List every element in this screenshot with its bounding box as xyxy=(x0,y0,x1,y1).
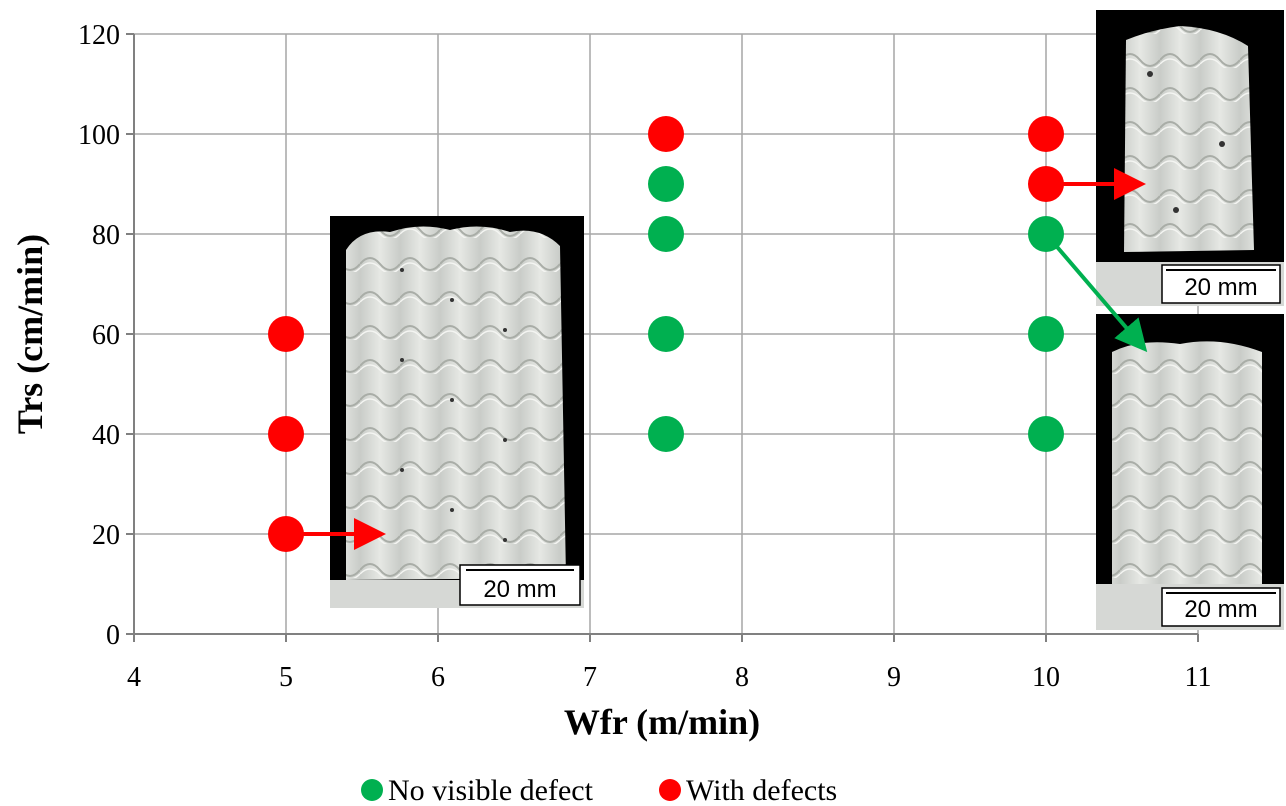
legend-label-with-defects: With defects xyxy=(686,774,837,806)
axes xyxy=(126,33,1199,642)
point-with-defects xyxy=(268,516,304,552)
arrow-to-sample-photo-bottom-right xyxy=(1044,232,1148,353)
sample-photo-bottom-right: 20 mm xyxy=(1096,314,1284,630)
y-tick-label: 60 xyxy=(92,320,120,351)
point-no-defect xyxy=(648,416,684,452)
y-tick-label: 20 xyxy=(92,520,120,551)
point-no-defect xyxy=(1028,316,1064,352)
x-tick-label: 8 xyxy=(735,662,749,693)
point-with-defects xyxy=(1028,166,1064,202)
point-with-defects xyxy=(1028,116,1064,152)
x-tick-label: 9 xyxy=(887,662,901,693)
y-tick-label: 100 xyxy=(78,120,120,151)
x-tick-label: 10 xyxy=(1032,662,1060,693)
y-tick-label: 80 xyxy=(92,220,120,251)
point-no-defect xyxy=(1028,416,1064,452)
point-no-defect xyxy=(648,166,684,202)
y-tick-label: 40 xyxy=(92,420,120,451)
scale-bar-label-left: 20 mm xyxy=(483,576,556,603)
point-no-defect xyxy=(1028,216,1064,252)
sample-photo-top-right: 20 mm xyxy=(1096,10,1284,306)
point-with-defects xyxy=(648,116,684,152)
x-tick-label: 11 xyxy=(1185,662,1212,693)
y-tick-label: 0 xyxy=(106,620,120,651)
point-with-defects xyxy=(268,316,304,352)
scale-bar-label-bottom-right: 20 mm xyxy=(1184,596,1257,623)
x-tick-label: 6 xyxy=(431,662,445,693)
sample-photo-left: 20 mm xyxy=(330,216,584,608)
scale-bar-label-top-right: 20 mm xyxy=(1184,274,1257,301)
point-with-defects xyxy=(268,416,304,452)
point-no-defect xyxy=(648,216,684,252)
legend-marker-with-defects xyxy=(659,779,681,801)
legend: No visible defect With defects xyxy=(361,774,837,806)
x-tick-label: 7 xyxy=(583,662,597,693)
legend-marker-no-defect xyxy=(361,779,383,801)
x-tick-label: 4 xyxy=(127,662,141,693)
data-points xyxy=(268,116,1064,552)
x-tick-label: 5 xyxy=(279,662,293,693)
legend-label-no-defect: No visible defect xyxy=(388,774,594,806)
y-axis-title: Trs (cm/min) xyxy=(10,234,50,434)
point-no-defect xyxy=(648,316,684,352)
tick-labels: 4 5 6 7 8 9 10 11 0 20 40 60 80 100 120 xyxy=(78,20,1211,693)
x-axis-title: Wfr (m/min) xyxy=(564,702,760,742)
y-tick-label: 120 xyxy=(78,20,120,51)
